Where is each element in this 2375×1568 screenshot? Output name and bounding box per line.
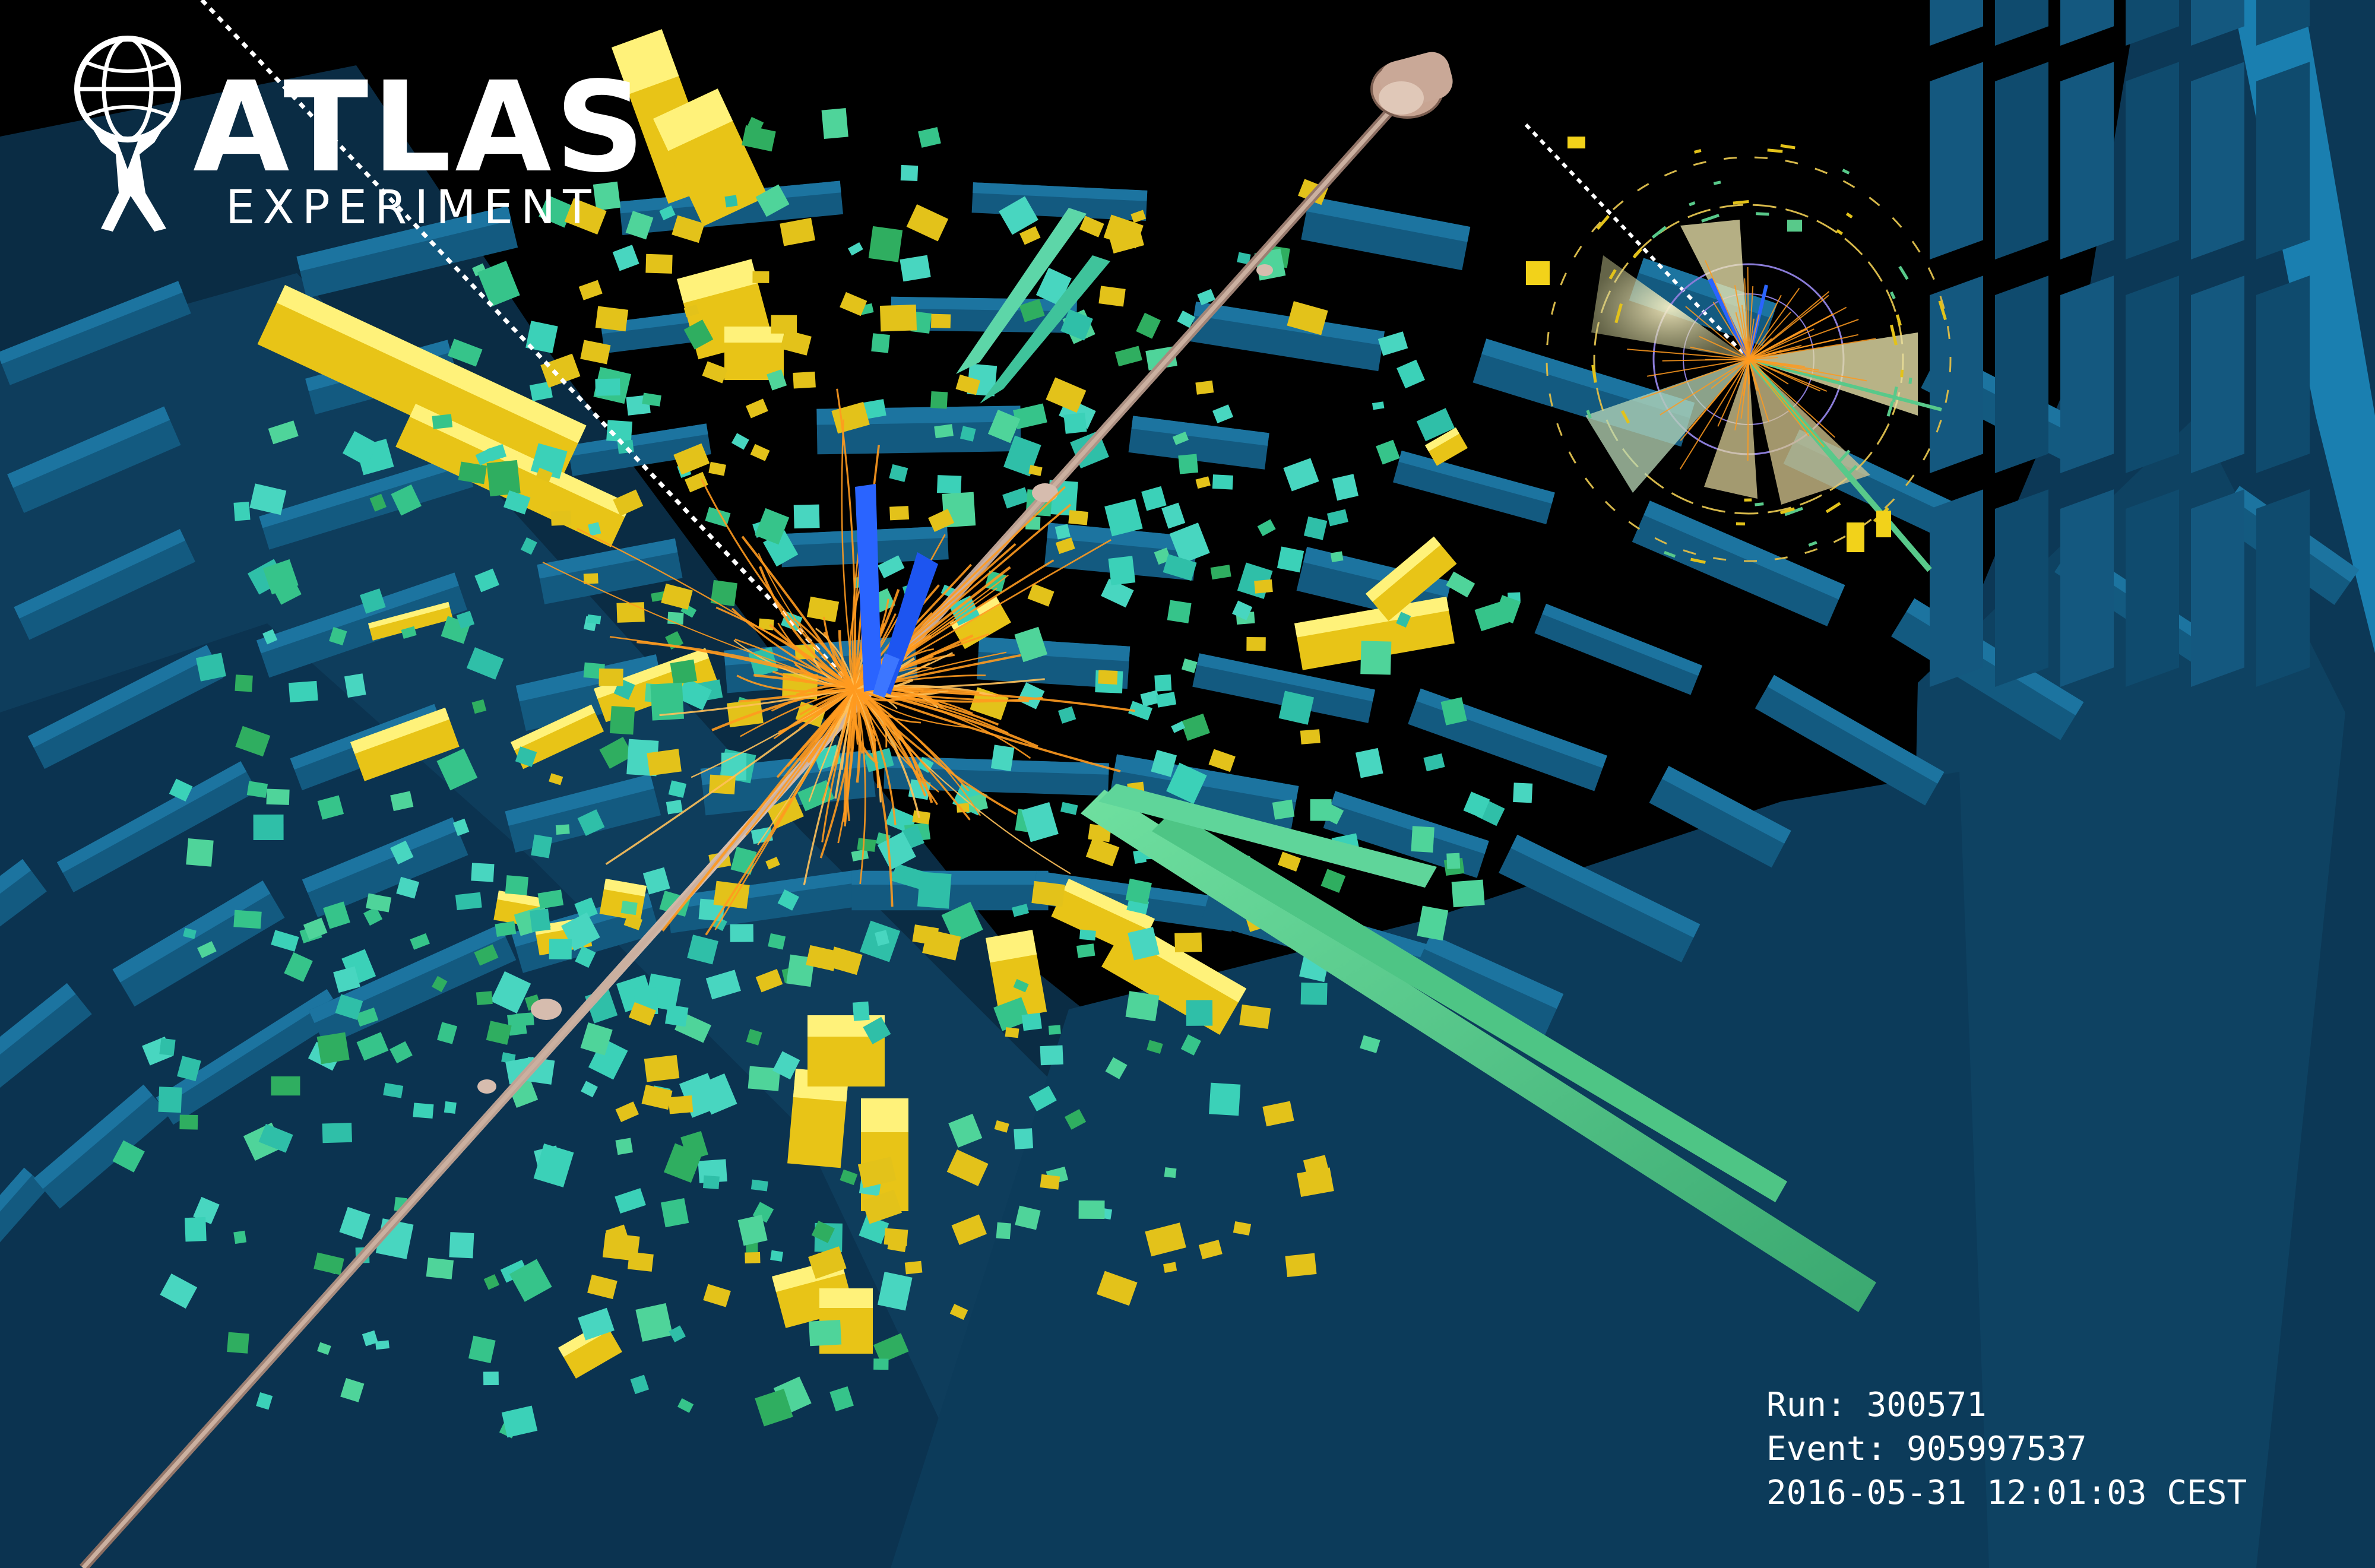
beam-pipe: [80, 52, 1453, 1568]
jets: [956, 208, 1876, 1312]
missing-energy-lines: [200, 0, 1750, 690]
event-datetime: 2016-05-31 12:01:03 CEST: [1766, 1474, 2247, 1512]
run-row: Run: 300571: [1766, 1383, 2360, 1427]
muon-tracks: [855, 484, 938, 698]
run-label: Run:: [1766, 1386, 1847, 1424]
run-value: 300571: [1866, 1386, 1987, 1424]
event-label: Event:: [1766, 1430, 1887, 1468]
event-info: Run: 300571 Event: 905997537 2016-05-31 …: [1766, 1383, 2360, 1515]
datetime-row: 2016-05-31 12:01:03 CEST: [1766, 1471, 2360, 1515]
end-view-inset: [1526, 137, 1952, 572]
logo-subtitle: EXPERIMENT: [226, 181, 599, 235]
event-value: 905997537: [1907, 1430, 2087, 1468]
event-row: Event: 905997537: [1766, 1427, 2360, 1471]
calorimeter-deposits: [112, 29, 1533, 1439]
atlas-logo: ATLAS EXPERIMENT: [56, 33, 645, 246]
atlas-figure-icon: [74, 36, 181, 232]
logo-title: ATLAS: [193, 55, 649, 200]
